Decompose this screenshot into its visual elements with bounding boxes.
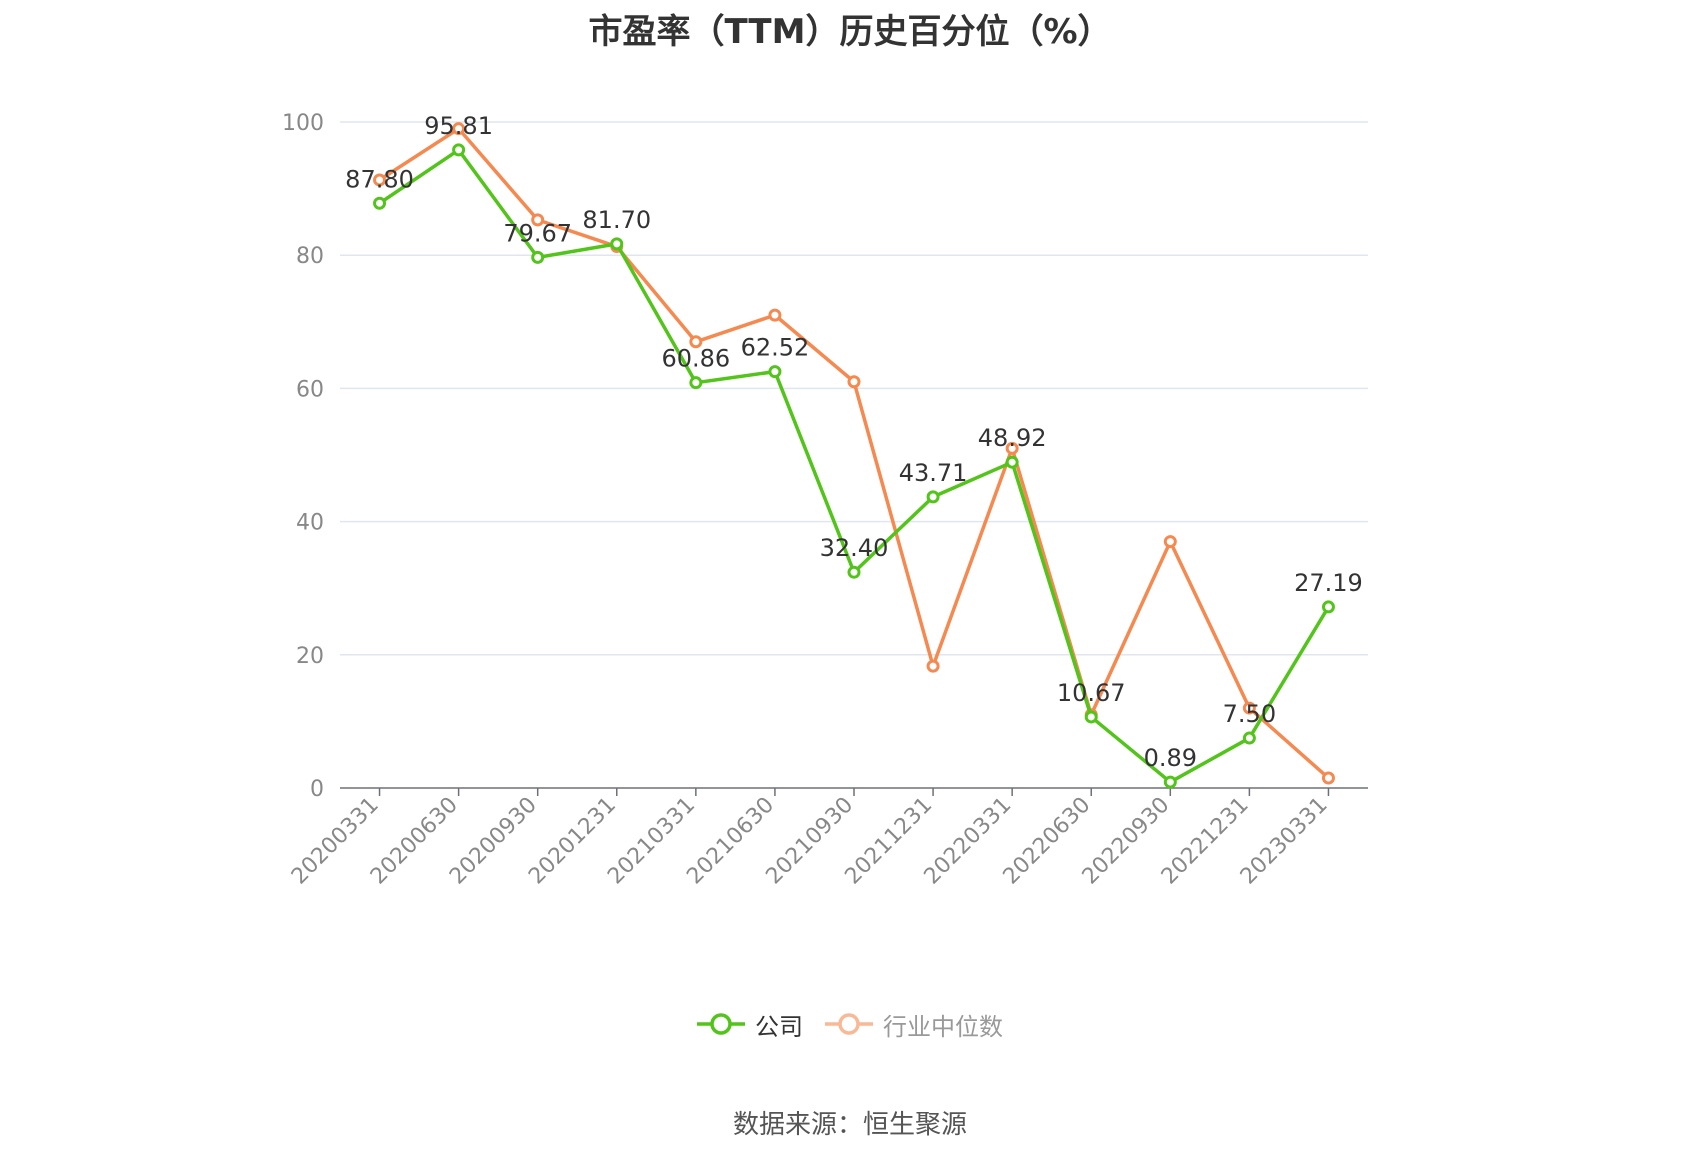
y-tick-label: 60: [296, 377, 324, 402]
company-data-point: [1163, 775, 1177, 789]
company-data-label: 48.92: [978, 424, 1047, 452]
legend-label: 行业中位数: [883, 1012, 1003, 1041]
company-data-point: [768, 365, 782, 379]
legend-item-company[interactable]: 公司: [697, 1007, 803, 1042]
company-data-label: 32.40: [820, 534, 889, 562]
company-data-point: [1005, 455, 1019, 469]
company-data-point: [373, 196, 387, 210]
y-tick-label: 80: [296, 244, 324, 269]
industry-median-data-point: [926, 659, 940, 673]
company-data-point: [847, 565, 861, 579]
industry-median-data-point: [373, 173, 387, 187]
source-note: 数据来源：恒生聚源: [732, 1110, 967, 1140]
company-data-label: 79.67: [503, 219, 572, 247]
company-data-point: [610, 237, 624, 251]
company-data-label: 62.52: [741, 334, 810, 362]
company-data-label: 7.50: [1223, 700, 1276, 728]
company-data-point: [452, 143, 466, 157]
chart-title: 市盈率（TTM）历史百分位（%）: [588, 12, 1112, 52]
legend: 公司 行业中位数: [0, 1006, 1700, 1042]
company-data-point: [926, 490, 940, 504]
industry-median-data-point: [1005, 441, 1019, 455]
y-tick-label: 20: [296, 644, 324, 669]
industry-median-data-point: [768, 308, 782, 322]
legend-line-circle-icon: [825, 1013, 873, 1035]
industry-median-data-point: [689, 335, 703, 349]
industry-median-data-point: [1242, 701, 1256, 715]
industry-median-data-point: [531, 213, 545, 227]
company-data-label: 81.70: [582, 206, 651, 234]
company-data-label: 43.71: [899, 459, 968, 487]
legend-item-industry-median[interactable]: 行业中位数: [825, 1007, 1003, 1042]
axis-layer: 0204060801002020033120200630202009302020…: [282, 111, 1368, 889]
company-data-label: 60.86: [661, 345, 730, 373]
company-data-label: 87.80: [345, 165, 414, 193]
y-tick-label: 0: [310, 777, 324, 802]
industry-median-data-point: [1163, 535, 1177, 549]
data-label-layer: 87.80 95.81 79.67 81.70 60.86 62.52 32.40 43.71…: [345, 112, 1363, 772]
legend-line-circle-icon: [697, 1013, 745, 1035]
grid-layer: [340, 121, 1368, 656]
y-tick-label: 40: [296, 511, 324, 536]
company-data-label: 27.19: [1294, 569, 1363, 597]
industry-median-data-point: [452, 122, 466, 136]
y-tick-label: 100: [282, 111, 324, 136]
company-data-label: 10.67: [1057, 679, 1126, 707]
company-data-point: [1084, 710, 1098, 724]
legend-label: 公司: [755, 1012, 803, 1041]
industry-median-data-point: [1321, 771, 1335, 785]
company-data-label: 0.89: [1144, 744, 1197, 772]
company-data-point: [531, 250, 545, 264]
company-data-label: 95.81: [424, 112, 493, 140]
industry-median-data-point: [847, 375, 861, 389]
company-data-point: [689, 376, 703, 390]
company-data-point: [1242, 731, 1256, 745]
company-data-point: [1321, 600, 1335, 614]
series-layer: [373, 122, 1335, 789]
